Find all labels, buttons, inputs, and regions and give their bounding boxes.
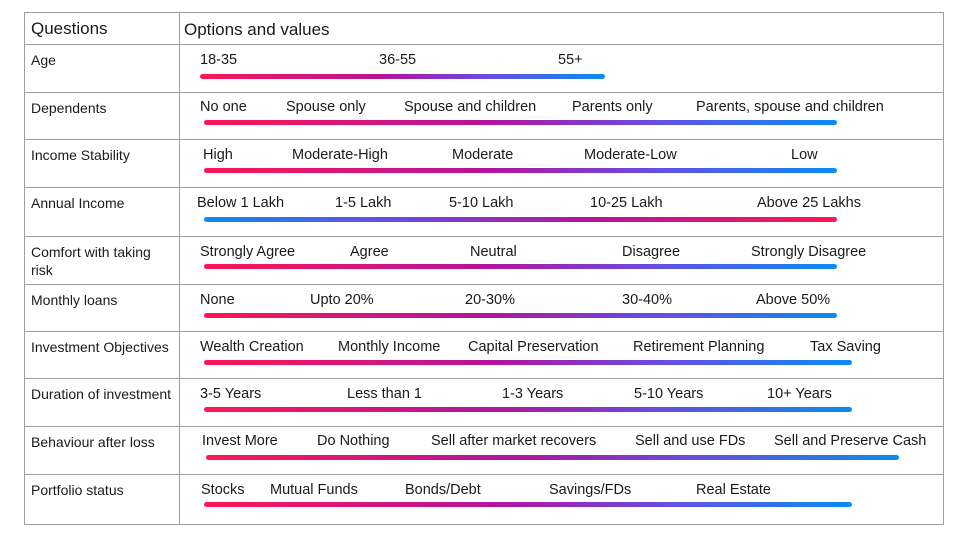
option-label[interactable]: 20-30%: [465, 292, 515, 308]
option-label[interactable]: High: [203, 147, 233, 163]
option-label[interactable]: 55+: [558, 52, 583, 68]
table-row: Investment Objectives Wealth Creation Mont…: [24, 332, 944, 379]
option-label[interactable]: Disagree: [622, 244, 681, 260]
gradient-scale-bar: [204, 502, 852, 507]
options-cell: Below 1 Lakh 1-5 Lakh 5-10 Lakh 10-25 Lakh A…: [180, 188, 943, 236]
gradient-scale-bar: [204, 168, 837, 173]
options-header: Options and values: [184, 20, 330, 39]
option-label[interactable]: No one: [200, 99, 247, 115]
option-label[interactable]: Tax Saving: [810, 339, 881, 355]
option-label[interactable]: Strongly Disagree: [751, 244, 867, 260]
question-label: Investment Objectives: [25, 332, 180, 378]
options-cell: Stocks Mutual Funds Bonds/Debt Savings/FDs R…: [180, 475, 943, 524]
gradient-scale-bar: [204, 313, 837, 318]
option-label[interactable]: Sell and Preserve Cash: [774, 433, 927, 449]
question-label: Monthly loans: [25, 285, 180, 331]
option-label[interactable]: Agree: [350, 244, 389, 260]
gradient-scale-bar: [204, 360, 852, 365]
table-row: Portfolio status Stocks Mutual Funds Bonds/…: [24, 475, 944, 525]
gradient-scale-bar: [200, 74, 605, 79]
header-row: Questions Options and values: [24, 12, 944, 45]
option-label[interactable]: Real Estate: [696, 482, 771, 498]
options-cell: Wealth Creation Monthly Income Capital Pre…: [180, 332, 943, 378]
option-label[interactable]: Parents, spouse and children: [696, 99, 884, 115]
option-label[interactable]: Capital Preservation: [468, 339, 599, 355]
option-label[interactable]: Above 50%: [756, 292, 831, 308]
option-label[interactable]: 5-10 Lakh: [449, 195, 514, 211]
option-label[interactable]: Do Nothing: [317, 433, 390, 449]
table-row: Annual Income Below 1 Lakh 1-5 Lakh 5-10 La…: [24, 188, 944, 237]
question-label: Age: [25, 45, 180, 92]
option-label[interactable]: Parents only: [572, 99, 653, 115]
question-label: Dependents: [25, 93, 180, 139]
option-label[interactable]: Retirement Planning: [633, 339, 765, 355]
gradient-scale-bar: [204, 264, 837, 269]
option-label[interactable]: Below 1 Lakh: [197, 195, 285, 211]
option-label[interactable]: 18-35: [200, 52, 238, 68]
option-label[interactable]: Wealth Creation: [200, 339, 304, 355]
options-cell: Invest More Do Nothing Sell after market r…: [180, 427, 943, 474]
option-label[interactable]: 36-55: [379, 52, 417, 68]
question-label: Comfort with taking risk: [25, 237, 180, 284]
gradient-scale-bar: [206, 455, 899, 460]
table-row: Monthly loans None Upto 20% 20-30% 30-40% Abo…: [24, 285, 944, 332]
options-cell: High Moderate-High Moderate Moderate-Low Low: [180, 140, 943, 187]
option-label[interactable]: 1-3 Years: [502, 386, 564, 402]
option-label[interactable]: Mutual Funds: [270, 482, 358, 498]
option-label[interactable]: Strongly Agree: [200, 244, 296, 260]
option-label[interactable]: 1-5 Lakh: [335, 195, 392, 211]
option-label[interactable]: Invest More: [202, 433, 278, 449]
options-cell: No one Spouse only Spouse and children Pare…: [180, 93, 943, 139]
option-label[interactable]: Spouse only: [286, 99, 366, 115]
option-label[interactable]: Upto 20%: [310, 292, 374, 308]
options-cell: None Upto 20% 20-30% 30-40% Above 50%: [180, 285, 943, 331]
option-label[interactable]: Sell and use FDs: [635, 433, 746, 449]
option-label[interactable]: Above 25 Lakhs: [757, 195, 861, 211]
table-row: Income Stability High Moderate-High Moderat…: [24, 140, 944, 188]
gradient-scale-bar: [204, 407, 852, 412]
question-label: Annual Income: [25, 188, 180, 236]
table-row: Comfort with taking risk Strongly Agree Ag…: [24, 237, 944, 285]
option-label[interactable]: Moderate: [452, 147, 514, 163]
gradient-scale-bar: [204, 217, 837, 222]
option-label[interactable]: Moderate-Low: [584, 147, 677, 163]
options-cell: 3-5 Years Less than 1 1-3 Years 5-10 Years 1…: [180, 379, 943, 426]
option-label[interactable]: Less than 1: [347, 386, 422, 402]
option-label[interactable]: Low: [791, 147, 818, 163]
option-label[interactable]: 10+ Years: [767, 386, 832, 402]
option-label[interactable]: Sell after market recovers: [431, 433, 597, 449]
option-label[interactable]: Bonds/Debt: [405, 482, 481, 498]
options-cell: 18-35 36-55 55+: [180, 45, 943, 92]
table-row: Duration of investment 3-5 Years Less than…: [24, 379, 944, 427]
option-label[interactable]: Spouse and children: [404, 99, 537, 115]
option-label[interactable]: 10-25 Lakh: [590, 195, 663, 211]
option-label[interactable]: 5-10 Years: [634, 386, 704, 402]
gradient-scale-bar: [204, 120, 837, 125]
question-label: Duration of investment: [25, 379, 180, 426]
table-row: Age 18-35 36-55 55+: [24, 45, 944, 93]
question-label: Portfolio status: [25, 475, 180, 524]
option-label[interactable]: None: [200, 292, 235, 308]
questionnaire-table: Questions Options and values Age 18-35 36-…: [24, 12, 944, 525]
option-label[interactable]: Monthly Income: [338, 339, 441, 355]
table-row: Behaviour after loss Invest More Do Nothin…: [24, 427, 944, 475]
option-label[interactable]: Moderate-High: [292, 147, 388, 163]
table-row: Dependents No one Spouse only Spouse and ch…: [24, 93, 944, 140]
option-label[interactable]: Stocks: [201, 482, 245, 498]
option-label[interactable]: Neutral: [470, 244, 517, 260]
option-label[interactable]: Savings/FDs: [549, 482, 632, 498]
question-label: Behaviour after loss: [25, 427, 180, 474]
option-label[interactable]: 30-40%: [622, 292, 672, 308]
option-label[interactable]: 3-5 Years: [200, 386, 262, 402]
question-label: Income Stability: [25, 140, 180, 187]
questions-header: Questions: [25, 13, 180, 44]
options-cell: Strongly Agree Agree Neutral Disagree Strong…: [180, 237, 943, 284]
